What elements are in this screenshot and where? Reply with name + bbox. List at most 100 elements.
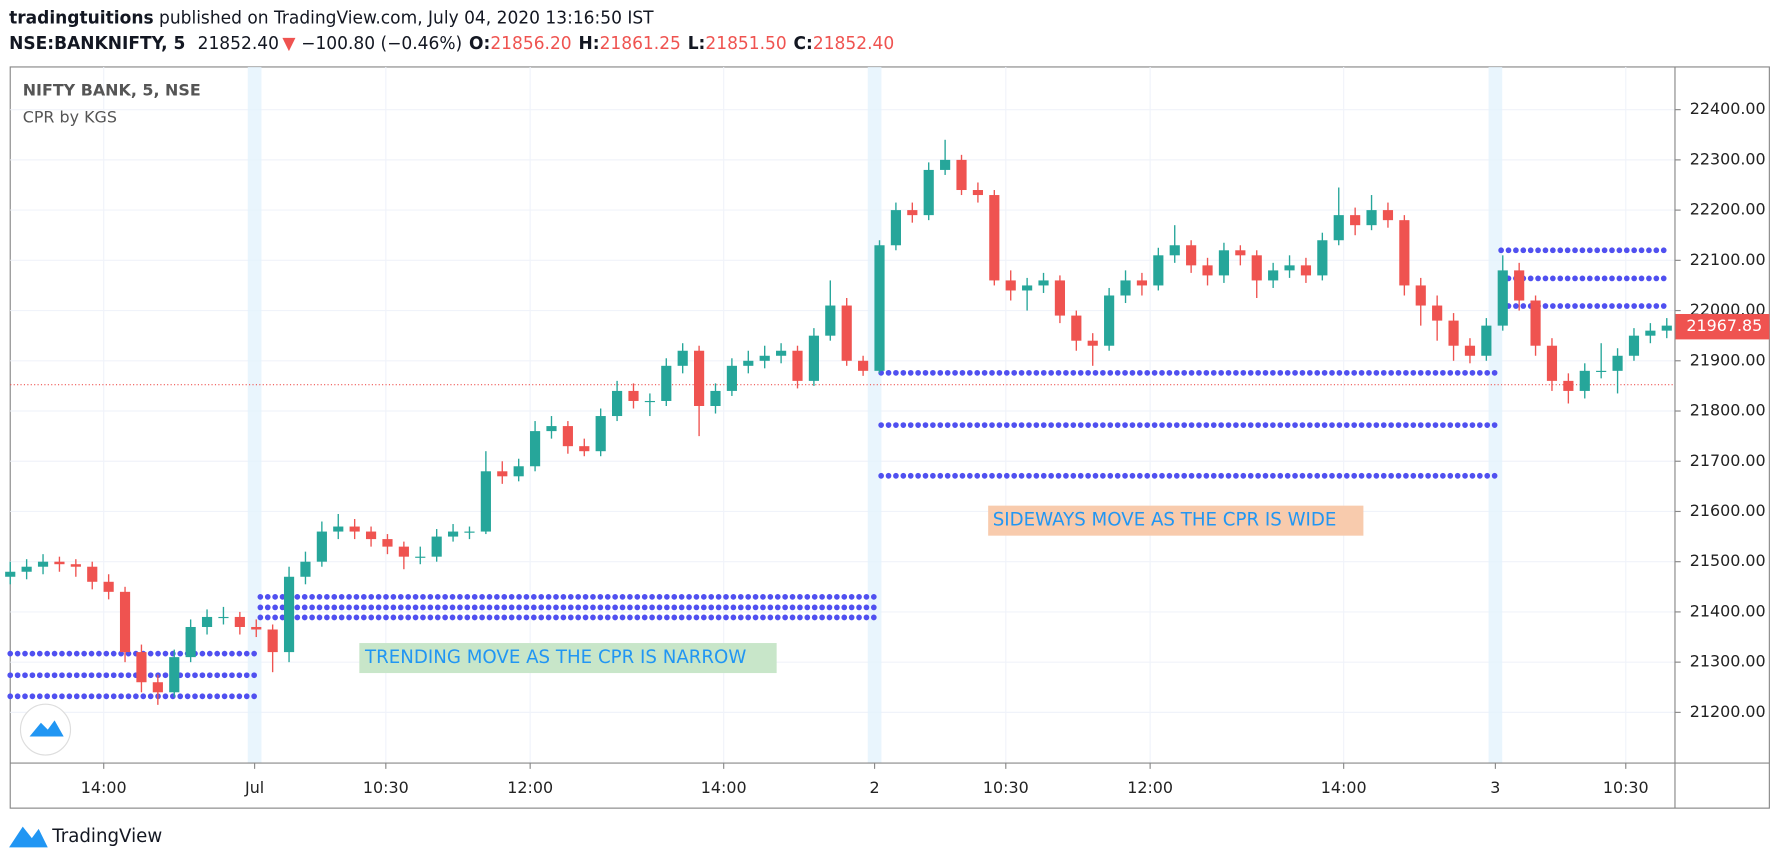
last: 21852.40 — [198, 34, 279, 54]
brand: TradingView — [51, 826, 162, 847]
candle-body — [54, 561, 65, 565]
candle-body — [1514, 270, 1525, 301]
candle-body — [907, 210, 918, 216]
brand-icon — [9, 826, 48, 848]
ohlc-value: 21856.20 — [490, 34, 571, 54]
candle-body — [1432, 305, 1443, 321]
ohlc-value: 21852.40 — [813, 34, 894, 54]
change: −100.80 (−0.46%) — [301, 34, 462, 54]
candle-body — [5, 571, 16, 577]
candle-body — [562, 426, 573, 447]
candle-body — [1382, 210, 1394, 221]
candle-body — [759, 355, 770, 361]
candle-body — [136, 652, 147, 683]
candle-body — [382, 539, 393, 547]
candle-body — [103, 581, 114, 592]
candle-body — [398, 546, 409, 557]
session-band — [867, 66, 882, 764]
candle-body — [595, 416, 606, 452]
candle-body — [579, 446, 590, 452]
ohlc-label: L: — [688, 34, 706, 54]
ohlc-value: 21861.25 — [600, 34, 681, 54]
annotation-box — [988, 505, 1364, 536]
candle-body — [546, 426, 557, 432]
candle-body — [283, 576, 295, 653]
candle-body — [529, 431, 541, 467]
candle-body — [218, 616, 229, 619]
candle-body — [776, 350, 787, 356]
candle-body — [267, 629, 278, 653]
candle-body — [677, 350, 688, 366]
quote-line: NSE:BANKNIFTY, 5 21852.40 ▼ −100.80 (−0.46… — [9, 34, 894, 54]
y-tick-label: 21300.00 — [1690, 652, 1766, 671]
x-tick-label: 14:00 — [1321, 778, 1367, 797]
x-tick-label: 10:30 — [983, 778, 1029, 797]
candle-body — [1464, 345, 1476, 356]
candle-body — [1054, 280, 1066, 316]
candle-body — [940, 159, 951, 170]
candle-body — [1530, 300, 1541, 346]
candle-body — [1481, 325, 1492, 356]
candle-body — [1169, 245, 1180, 256]
candle-body — [743, 360, 754, 366]
candle-body — [497, 471, 508, 477]
candle-body — [513, 466, 524, 477]
candle-body — [956, 159, 967, 191]
candle-body — [1563, 380, 1574, 391]
candle-body — [710, 390, 721, 406]
candle-body — [464, 531, 475, 533]
chart-title: NIFTY BANK, 5, NSE — [23, 81, 201, 100]
candle-body — [316, 531, 327, 562]
candle-body — [1005, 280, 1016, 291]
candle-body — [1579, 370, 1590, 391]
y-tick-label: 21900.00 — [1690, 350, 1766, 369]
candle-body — [661, 365, 672, 401]
candle-body — [1333, 215, 1344, 241]
candle-body — [1104, 295, 1115, 346]
candle-body — [333, 526, 344, 532]
y-tick-label: 22100.00 — [1690, 250, 1766, 269]
candle-body — [628, 390, 639, 401]
candle-body — [1399, 220, 1410, 286]
ohlc-label: C: — [794, 34, 813, 54]
arrow: ▼ — [282, 34, 296, 54]
candle-body — [808, 335, 819, 381]
candle-body — [1448, 320, 1459, 346]
x-tick-label: 12:00 — [507, 778, 553, 797]
candle-body — [447, 531, 459, 537]
published: published on TradingView.com, July 04, 2… — [159, 8, 654, 28]
x-tick-label: 3 — [1490, 778, 1500, 797]
header-line: tradingtuitions published on TradingView… — [9, 8, 654, 28]
candle-body — [1497, 270, 1508, 326]
candle-body — [349, 526, 360, 532]
candle-body — [644, 400, 655, 403]
candle-body — [1022, 285, 1033, 291]
annotation: SIDEWAYS MOVE AS THE CPR IS WIDE — [993, 510, 1337, 531]
candle-body — [1366, 210, 1377, 226]
candle-body — [431, 536, 442, 557]
candle-body — [1350, 215, 1361, 226]
candle-body — [841, 305, 852, 361]
session-band — [247, 66, 262, 764]
candle-body — [1284, 265, 1295, 271]
candle-body — [825, 305, 836, 336]
candle-body — [201, 616, 213, 627]
candle-body — [1268, 270, 1279, 281]
logo-icon — [29, 720, 64, 737]
candle-body — [1251, 255, 1262, 281]
candle-body — [1235, 250, 1246, 256]
candle-body — [21, 566, 32, 572]
candle-body — [989, 195, 1000, 281]
candle-body — [1071, 315, 1082, 341]
x-tick-label: 10:30 — [363, 778, 409, 797]
annotation-box — [359, 643, 777, 674]
candle-body — [1186, 245, 1197, 266]
candle-body — [1612, 355, 1623, 371]
session-band — [1488, 66, 1503, 764]
candle-body — [1645, 330, 1656, 336]
candle-body — [152, 682, 163, 693]
candle-body — [365, 531, 377, 540]
candle-body — [251, 626, 262, 630]
candle-body — [1038, 280, 1049, 286]
